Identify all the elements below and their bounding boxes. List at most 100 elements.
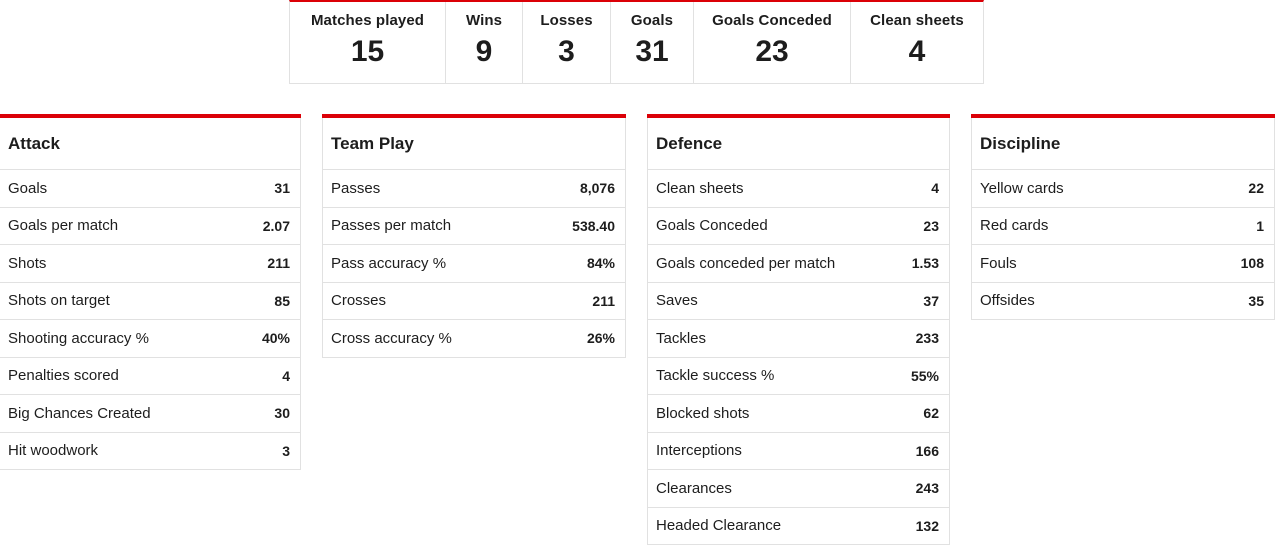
stat-row: Goals 31 bbox=[0, 170, 301, 208]
stat-row: Cross accuracy % 26% bbox=[322, 320, 626, 358]
summary-goals: Goals 31 bbox=[611, 2, 694, 83]
stat-value: 84% bbox=[586, 255, 615, 272]
stat-row: Saves 37 bbox=[647, 282, 950, 320]
stat-value: 4 bbox=[931, 180, 939, 197]
stat-label: Blocked shots bbox=[656, 404, 750, 422]
stat-label: Clearances bbox=[656, 479, 732, 497]
stat-row: Passes 8,076 bbox=[322, 170, 626, 208]
panel-title: Defence bbox=[647, 118, 950, 170]
stat-label: Tackle success % bbox=[656, 367, 775, 385]
summary-label: Matches played bbox=[310, 12, 425, 29]
panel-title: Team Play bbox=[322, 118, 626, 170]
summary-label: Clean sheets bbox=[870, 12, 964, 29]
summary-value: 31 bbox=[635, 35, 669, 68]
stat-value: 538.40 bbox=[572, 217, 615, 234]
stat-value: 2.07 bbox=[262, 217, 290, 234]
stat-value: 31 bbox=[274, 180, 290, 197]
stat-label: Clean sheets bbox=[656, 179, 744, 197]
stat-row: Fouls 108 bbox=[971, 245, 1275, 283]
stat-value: 55% bbox=[910, 367, 939, 384]
stat-value: 4 bbox=[282, 367, 290, 384]
summary-value: 3 bbox=[558, 35, 575, 68]
panel-title: Discipline bbox=[971, 118, 1275, 170]
stat-label: Tackles bbox=[656, 329, 707, 347]
summary-value: 9 bbox=[475, 35, 493, 68]
discipline-panel: Discipline Yellow cards 22 Red cards 1 Fou… bbox=[971, 114, 1275, 320]
stat-label: Penalties scored bbox=[8, 367, 119, 385]
stat-row: Big Chances Created 30 bbox=[0, 395, 301, 433]
stat-label: Hit woodwork bbox=[8, 442, 99, 460]
summary-label: Goals bbox=[630, 12, 674, 29]
stat-label: Goals per match bbox=[8, 217, 119, 235]
stat-value: 243 bbox=[915, 480, 939, 497]
stat-value: 22 bbox=[1248, 180, 1264, 197]
stat-value: 40% bbox=[261, 330, 290, 347]
stat-label: Interceptions bbox=[656, 442, 742, 460]
stat-label: Cross accuracy % bbox=[331, 329, 452, 347]
summary-label: Goals Conceded bbox=[712, 12, 832, 29]
stat-row: Tackles 233 bbox=[647, 320, 950, 358]
stat-label: Goals Conceded bbox=[656, 217, 768, 235]
summary-label: Losses bbox=[540, 12, 593, 29]
stat-row: Clearances 243 bbox=[647, 470, 950, 508]
stat-value: 211 bbox=[267, 255, 290, 272]
stat-value: 108 bbox=[1240, 255, 1264, 272]
stat-label: Offsides bbox=[980, 292, 1035, 310]
stat-row: Blocked shots 62 bbox=[647, 395, 950, 433]
stat-row: Hit woodwork 3 bbox=[0, 432, 301, 470]
stat-value: 26% bbox=[586, 330, 615, 347]
stat-label: Shots on target bbox=[8, 292, 110, 310]
stat-label: Shots bbox=[8, 254, 47, 272]
stat-row: Clean sheets 4 bbox=[647, 170, 950, 208]
stat-value: 30 bbox=[274, 405, 290, 422]
stat-row: Shots 211 bbox=[0, 245, 301, 283]
stat-value: 8,076 bbox=[579, 180, 615, 197]
summary-value: 23 bbox=[755, 35, 789, 68]
stat-label: Shooting accuracy % bbox=[8, 329, 149, 347]
stat-value: 132 bbox=[915, 517, 939, 534]
attack-panel: Attack Goals 31 Goals per match 2.07 Shots… bbox=[0, 114, 301, 470]
summary-losses: Losses 3 bbox=[523, 2, 611, 83]
summary-goals-conceded: Goals Conceded 23 bbox=[694, 2, 851, 83]
stat-row: Shots on target 85 bbox=[0, 282, 301, 320]
defence-panel: Defence Clean sheets 4 Goals Conceded 23 G… bbox=[647, 114, 950, 545]
summary-matches-played: Matches played 15 bbox=[290, 2, 446, 83]
stat-value: 233 bbox=[915, 330, 939, 347]
stat-row: Red cards 1 bbox=[971, 207, 1275, 245]
stat-label: Fouls bbox=[980, 254, 1017, 272]
stat-value: 3 bbox=[282, 442, 290, 459]
panel-title: Attack bbox=[0, 118, 301, 170]
stat-row: Shooting accuracy % 40% bbox=[0, 320, 301, 358]
stat-label: Crosses bbox=[331, 292, 387, 310]
stat-value: 1.53 bbox=[911, 255, 939, 272]
stat-label: Big Chances Created bbox=[8, 404, 151, 422]
stat-label: Yellow cards bbox=[980, 179, 1064, 197]
stat-label: Passes bbox=[331, 179, 381, 197]
summary-clean-sheets: Clean sheets 4 bbox=[851, 2, 983, 83]
stat-row: Offsides 35 bbox=[971, 282, 1275, 320]
stat-row: Passes per match 538.40 bbox=[322, 207, 626, 245]
stat-value: 62 bbox=[923, 405, 939, 422]
stat-row: Interceptions 166 bbox=[647, 432, 950, 470]
summary-value: 15 bbox=[350, 35, 385, 68]
stat-label: Passes per match bbox=[331, 217, 452, 235]
stat-row: Penalties scored 4 bbox=[0, 357, 301, 395]
stat-value: 211 bbox=[592, 292, 615, 309]
season-summary: Matches played 15 Wins 9 Losses 3 Goals … bbox=[289, 0, 984, 84]
stat-row: Pass accuracy % 84% bbox=[322, 245, 626, 283]
stat-value: 35 bbox=[1248, 292, 1264, 309]
stat-row: Goals conceded per match 1.53 bbox=[647, 245, 950, 283]
stat-value: 85 bbox=[274, 292, 290, 309]
stat-row: Headed Clearance 132 bbox=[647, 507, 950, 545]
stat-value: 1 bbox=[1256, 217, 1264, 234]
stat-value: 23 bbox=[923, 217, 939, 234]
stat-value: 37 bbox=[923, 292, 939, 309]
stat-value: 166 bbox=[915, 442, 939, 459]
stat-row: Crosses 211 bbox=[322, 282, 626, 320]
summary-value: 4 bbox=[908, 35, 926, 68]
stat-label: Headed Clearance bbox=[656, 517, 782, 535]
stat-label: Pass accuracy % bbox=[331, 254, 447, 272]
summary-label: Wins bbox=[465, 12, 503, 29]
stat-label: Saves bbox=[656, 292, 698, 310]
stat-label: Red cards bbox=[980, 217, 1049, 235]
